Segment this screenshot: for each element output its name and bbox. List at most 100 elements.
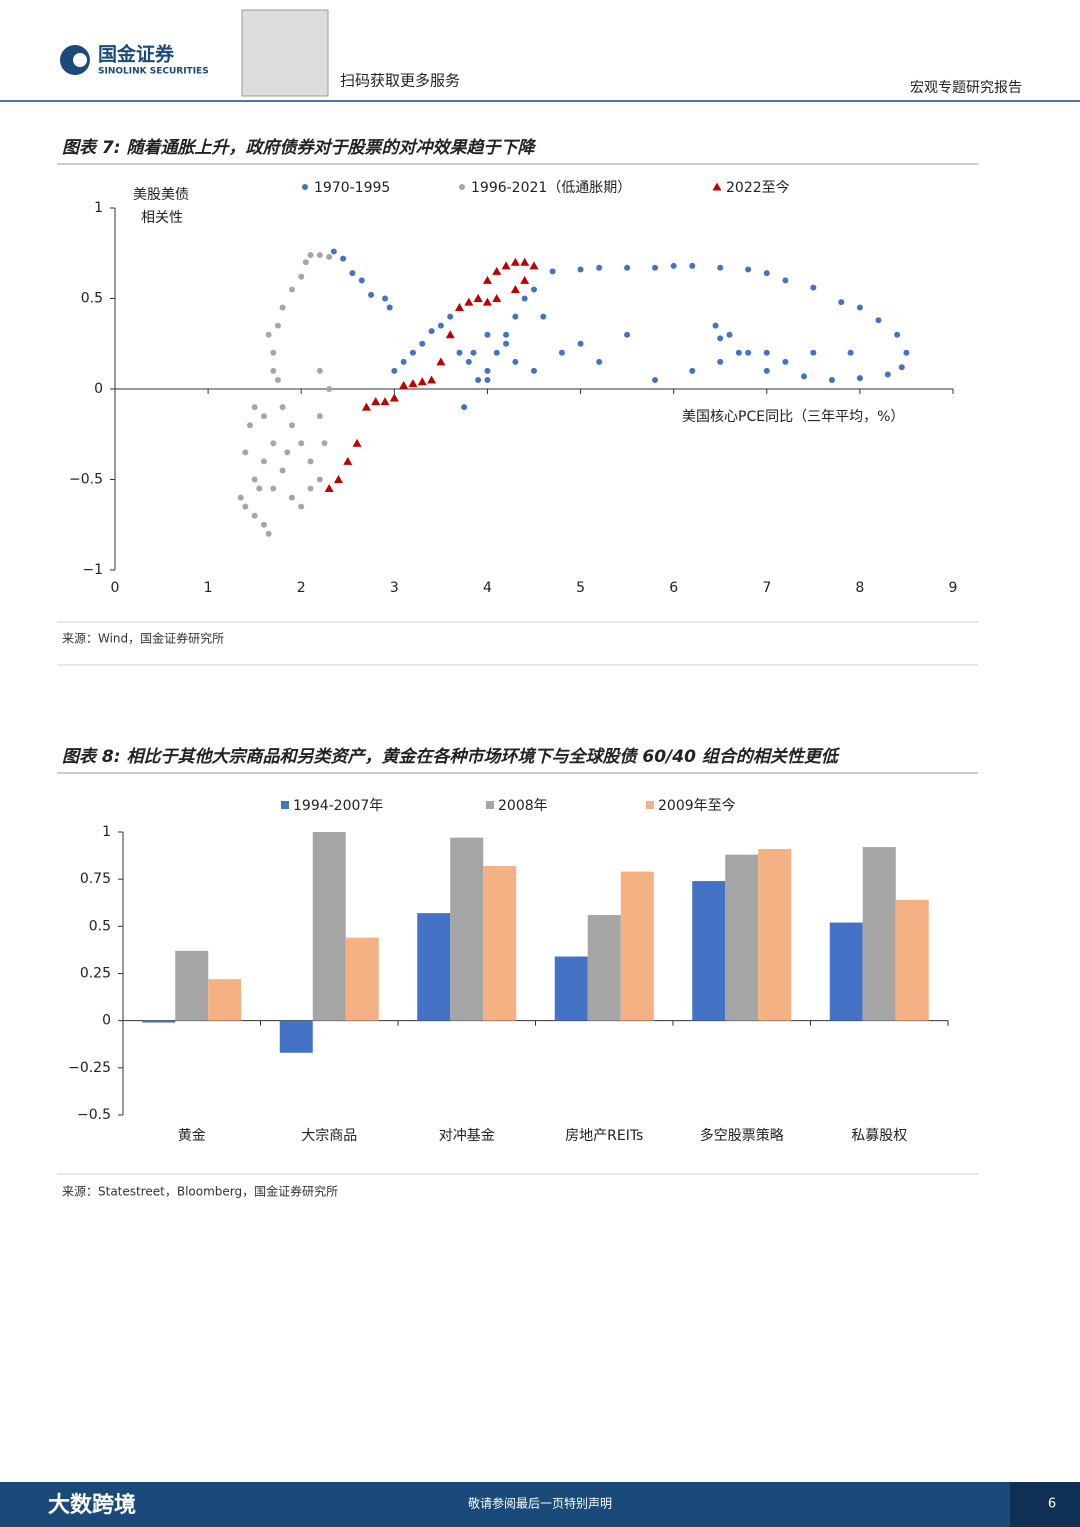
point [512,358,519,365]
x-tick-label: 3 [390,580,399,596]
point [484,331,491,338]
point [455,303,465,312]
point [371,397,381,406]
point [484,376,491,383]
x-tick-label: 私募股权 [851,1128,907,1144]
legend-marker [281,801,289,809]
point [321,440,328,447]
point [810,284,817,291]
point [340,255,347,262]
point [316,476,323,483]
point [391,367,398,374]
bar [862,847,896,1021]
legend-marker [459,184,465,190]
point [242,503,249,510]
point [717,335,724,342]
logo-mark [73,53,87,67]
point [484,367,491,374]
source: 来源：Wind，国金证券研究所 [62,631,224,646]
point [251,404,258,411]
point [456,349,463,356]
point [801,373,808,380]
bar [279,1020,313,1053]
point [270,485,277,492]
point [307,485,314,492]
x-tick-label: 6 [669,580,678,596]
point [577,340,584,347]
point [670,262,677,269]
point [361,402,371,411]
point [288,286,295,293]
point [298,273,305,280]
qr-code [241,9,329,97]
footer-page-box [1010,1482,1080,1527]
point [856,304,863,311]
point [624,264,631,271]
point [251,512,258,519]
point [386,304,393,311]
legend-label: 2022至今 [726,180,790,196]
point [260,458,267,465]
point [343,456,353,465]
legend-marker [712,182,722,191]
point [652,376,659,383]
bar [587,915,621,1021]
point [510,284,520,293]
point [492,294,502,302]
bar [483,865,517,1021]
bar [417,913,451,1021]
point [417,377,427,386]
point [549,268,556,275]
point [689,367,696,374]
point [279,404,286,411]
point [652,264,659,271]
point [307,458,314,465]
point [520,275,530,284]
point [726,331,733,338]
point [333,475,343,483]
point [399,380,409,389]
point [735,349,742,356]
point [428,328,435,335]
point [473,294,483,302]
point [898,364,905,371]
point [856,375,863,382]
point [763,367,770,374]
chart-title: 图表 7: 随着通胀上升，政府债券对于股票的对冲效果趋于下降 [62,138,537,158]
point [307,252,314,259]
y-tick-label: −0.5 [77,1107,111,1123]
point [689,262,696,269]
footer-bar [0,1482,1080,1527]
point [577,266,584,273]
point [316,252,323,259]
point [330,248,337,255]
point [492,266,502,275]
point [503,340,510,347]
point [493,349,500,356]
y-axis-label: 美股美债 [133,187,189,203]
x-tick-label: 对冲基金 [439,1127,495,1144]
point [903,349,910,356]
point [324,484,334,493]
point [400,358,407,365]
point [521,295,528,302]
point [512,313,519,320]
legend-marker [486,801,494,809]
point [828,376,835,383]
company-name: 国金证券 [98,43,175,66]
x-tick-label: 8 [855,580,864,596]
legend-marker [302,184,308,190]
point [717,264,724,271]
point [782,358,789,365]
point [782,277,789,284]
y-tick-label: 0 [102,1013,111,1029]
point [465,358,472,365]
point [501,261,511,270]
legend-label: 2009年至今 [658,798,736,814]
y-tick-label: −1 [82,562,103,578]
footer-notice: 敬请参阅最后一页特别声明 [468,1496,612,1511]
point [316,367,323,374]
y-tick-label: 0.5 [81,291,103,307]
point [316,413,323,420]
